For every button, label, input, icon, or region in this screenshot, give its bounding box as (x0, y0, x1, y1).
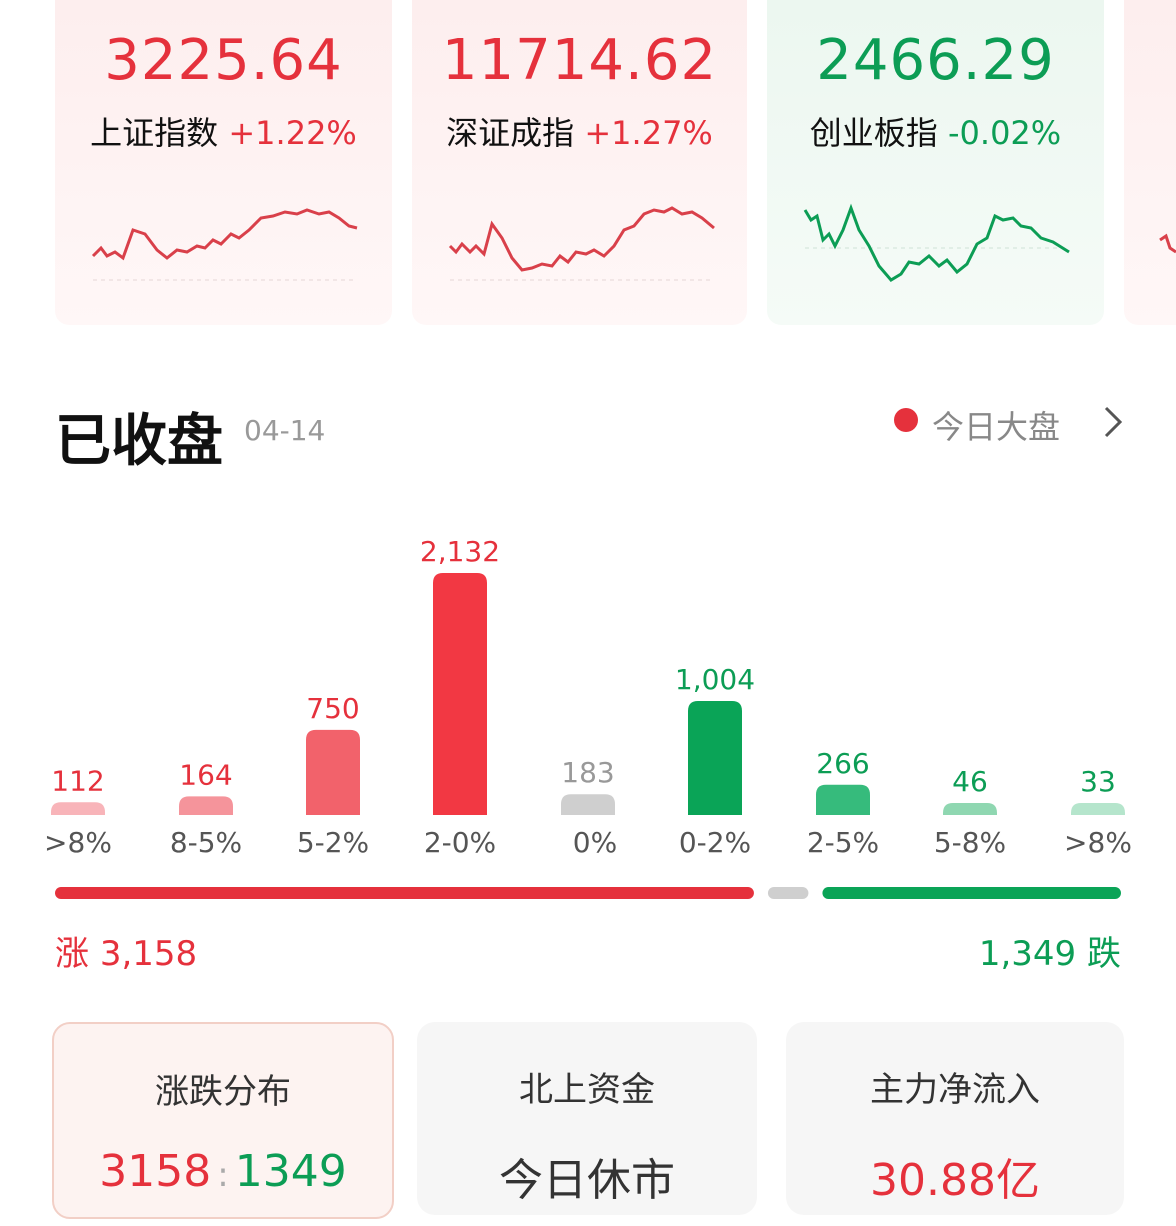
breadth-bar (767, 887, 809, 899)
down-summary: 1,349 跌 (979, 926, 1121, 975)
bar (1071, 803, 1125, 815)
distribution-chart: 112 >8% 164 8-5% 750 5-2% 2,132 2-0% 183 0% 1,004 0… (44, 535, 1132, 899)
bar (816, 784, 870, 815)
category-label: 0-2% (679, 826, 751, 859)
up-summary: 涨 3,158 (55, 926, 197, 975)
category-label: >8% (44, 826, 112, 859)
bar (306, 729, 360, 815)
index-value: 2466.29 (816, 28, 1055, 93)
index-value: 11714.62 (441, 28, 718, 93)
sparkline (448, 206, 715, 281)
breadth-bar (822, 887, 1121, 899)
category-label: 0% (573, 826, 617, 859)
index-name: 深证成指 (446, 114, 575, 152)
section-date: 04-14 (244, 414, 326, 447)
category-label: 5-2% (297, 826, 369, 859)
index-name-row: 深证成指 +1.27% (412, 108, 747, 154)
card-title: 北上资金 (519, 1070, 655, 1110)
card-title: 涨跌分布 (155, 1072, 291, 1112)
index-card-partial[interactable] (1124, 0, 1176, 325)
index-value: 3225.64 (104, 28, 343, 93)
sparkline-path (803, 203, 1070, 282)
sparkline-path (1159, 233, 1176, 254)
index-change: -0.02% (947, 114, 1062, 152)
up-count: 3,158 (99, 934, 198, 974)
card-title: 主力净流入 (870, 1070, 1040, 1110)
index-name-row: 上证指数 +1.22% (55, 108, 392, 154)
bar-value-label: 750 (306, 692, 359, 725)
bar-value-label: 112 (51, 764, 104, 797)
index-name-row: 创业板指 -0.02% (767, 108, 1104, 154)
bar (561, 794, 615, 815)
sparkline-path (448, 206, 715, 272)
card-up: 3158 (99, 1146, 212, 1197)
category-label: 8-5% (170, 826, 242, 859)
chevron[interactable] (1100, 404, 1124, 440)
bar (943, 803, 997, 815)
card-down: 1349 (234, 1146, 347, 1197)
sparkline-path (91, 208, 358, 261)
category-label: 2-0% (424, 826, 496, 859)
bar-value-label: 164 (179, 758, 232, 791)
category-label: 5-8% (934, 826, 1006, 859)
index-change: +1.22% (228, 114, 357, 152)
bar-value-label: 46 (952, 765, 988, 798)
index-name: 创业板指 (809, 114, 938, 152)
index-name: 上证指数 (90, 114, 219, 152)
card-value: 今日休市 (499, 1155, 675, 1206)
bar (433, 573, 487, 815)
card-value: 30.88亿 (870, 1155, 1040, 1206)
bar-value-label: 183 (561, 756, 614, 789)
down-count: 1,349 (978, 934, 1077, 974)
chevron-icon (1104, 406, 1123, 438)
bar-value-label: 33 (1080, 765, 1116, 798)
inflow-card[interactable]: 主力净流入 30.88亿 (786, 1022, 1124, 1215)
bar-value-label: 2,132 (420, 535, 500, 568)
card-value: 3158:1349 (54, 1146, 392, 1197)
down-label: 跌 (1087, 934, 1121, 974)
breadth-bar (55, 887, 754, 899)
index-card[interactable]: 2466.29 创业板指 -0.02% (767, 0, 1104, 325)
northbound-card[interactable]: 北上资金 今日休市 (417, 1022, 757, 1215)
today-link[interactable]: 今日大盘 (932, 408, 1061, 446)
section-title: 已收盘 (55, 409, 223, 474)
bar (688, 701, 742, 815)
up-label: 涨 (55, 934, 89, 974)
index-card[interactable]: 11714.62 深证成指 +1.27% (412, 0, 747, 325)
bar (51, 802, 105, 815)
sparkline (803, 203, 1070, 282)
distribution-card[interactable]: 涨跌分布 3158:1349 (52, 1022, 394, 1219)
bar-value-label: 1,004 (675, 663, 755, 696)
status-dot (894, 408, 918, 432)
category-label: 2-5% (807, 826, 879, 859)
bar-value-label: 266 (816, 747, 869, 780)
index-card[interactable]: 3225.64 上证指数 +1.22% (55, 0, 392, 325)
card-separator: : (217, 1155, 229, 1195)
index-change: +1.27% (584, 114, 713, 152)
sparkline (91, 208, 358, 281)
bar (179, 796, 233, 815)
category-label: >8% (1064, 826, 1132, 859)
sparkline (1159, 233, 1176, 254)
